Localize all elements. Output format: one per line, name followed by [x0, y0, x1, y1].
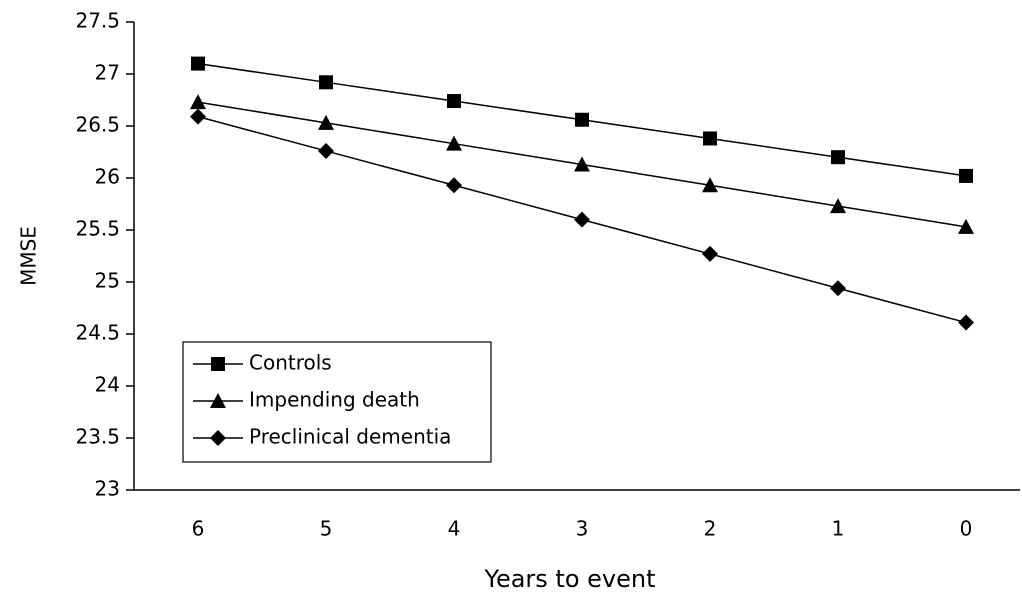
y-tick-label: 26 — [95, 165, 120, 189]
y-tick-label: 25.5 — [75, 217, 120, 241]
y-tick-label: 24.5 — [75, 321, 120, 345]
y-axis-label: MMSE — [17, 226, 41, 286]
data-point — [190, 94, 206, 110]
legend-marker — [210, 393, 226, 408]
data-point — [959, 168, 973, 183]
data-point — [831, 150, 845, 165]
legend-label: Controls — [249, 351, 332, 375]
data-point — [447, 94, 461, 109]
x-tick-label: 6 — [192, 517, 205, 541]
data-point — [446, 177, 462, 194]
legend-label: Preclinical dementia — [249, 425, 451, 449]
x-tick-label: 0 — [960, 517, 973, 541]
data-point — [446, 135, 462, 151]
data-point — [702, 177, 718, 193]
data-point — [574, 211, 590, 228]
y-tick-label: 25 — [95, 269, 120, 293]
data-point — [703, 131, 717, 146]
x-tick-label: 5 — [320, 517, 333, 541]
x-axis-label: Years to event — [483, 565, 655, 593]
x-tick-label: 2 — [704, 517, 717, 541]
data-point — [958, 218, 974, 234]
x-tick-label: 1 — [832, 517, 845, 541]
data-point — [830, 280, 846, 297]
data-point — [702, 245, 718, 262]
legend-marker — [211, 357, 225, 371]
data-point — [318, 142, 334, 159]
data-point — [575, 112, 589, 127]
y-tick-label: 27.5 — [75, 9, 120, 33]
x-tick-label: 3 — [576, 517, 589, 541]
data-point — [318, 114, 334, 130]
data-point — [191, 56, 205, 71]
data-point — [190, 108, 206, 125]
legend-box — [182, 341, 492, 463]
y-tick-label: 26.5 — [75, 113, 120, 137]
x-tick-label: 4 — [448, 517, 461, 541]
y-tick-label: 24 — [95, 373, 120, 397]
legend-marker — [210, 430, 226, 446]
data-point — [574, 156, 590, 172]
data-point — [319, 75, 333, 90]
y-tick-label: 27 — [95, 61, 120, 85]
legend-label: Impending death — [249, 388, 420, 412]
data-point — [830, 198, 846, 214]
y-tick-label: 23.5 — [75, 425, 120, 449]
y-tick-label: 23 — [95, 477, 120, 501]
data-point — [958, 314, 974, 331]
